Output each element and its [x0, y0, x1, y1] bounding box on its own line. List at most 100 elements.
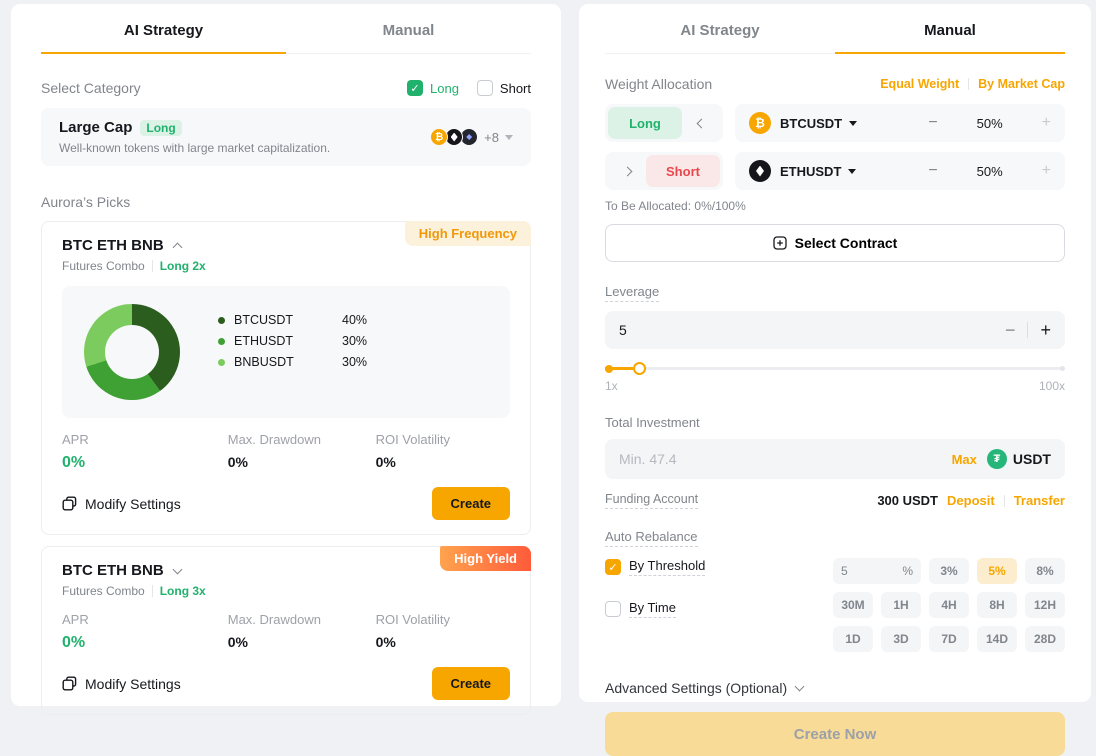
equal-weight-link[interactable]: Equal Weight	[880, 77, 960, 91]
chip-12h[interactable]: 12H	[1025, 592, 1065, 618]
tab-ai-strategy[interactable]: AI Strategy	[680, 22, 760, 39]
total-investment-input-group: Max ₮ USDT	[605, 439, 1065, 479]
leverage-increase-button[interactable]: +	[1040, 319, 1051, 340]
to-be-allocated-text: To Be Allocated: 0%/100%	[605, 199, 746, 213]
manual-panel: AI Strategy Manual Weight Allocation Equ…	[578, 3, 1092, 756]
chip-14d[interactable]: 14D	[977, 626, 1017, 652]
tab-manual[interactable]: Manual	[382, 22, 435, 39]
total-investment-input[interactable]	[619, 451, 942, 467]
tab-manual[interactable]: Manual	[835, 22, 1065, 54]
chip-1d[interactable]: 1D	[833, 626, 873, 652]
chip-4h[interactable]: 4H	[929, 592, 969, 618]
chip-30m[interactable]: 30M	[833, 592, 873, 618]
apr-value: 0%	[62, 634, 86, 651]
auto-rebalance-label: Auto Rebalance	[605, 529, 698, 547]
roi-volatility-label: ROI Volatility	[375, 432, 450, 447]
currency-selector[interactable]: ₮ USDT	[986, 449, 1051, 469]
chip-7d[interactable]: 7D	[929, 626, 969, 652]
chip-28d[interactable]: 28D	[1025, 626, 1065, 652]
chip-8-percent[interactable]: 8%	[1025, 558, 1065, 584]
contract-symbol[interactable]: ETHUSDT	[780, 163, 842, 179]
transfer-link[interactable]: Transfer	[1013, 493, 1065, 508]
threshold-input[interactable]	[841, 564, 881, 578]
weight-increase-button[interactable]: +	[1041, 114, 1051, 131]
roi-volatility-value: 0%	[375, 454, 396, 470]
pick-direction: Long 2x	[159, 259, 206, 273]
max-drawdown-label: Max. Drawdown	[227, 612, 321, 627]
side-toggle-short[interactable]: Short	[605, 152, 723, 190]
chevron-down-icon[interactable]	[505, 134, 513, 140]
contract-symbol[interactable]: BTCUSDT	[780, 115, 843, 131]
category-title: Large Cap	[59, 119, 133, 136]
chevron-down-icon	[794, 681, 805, 692]
usdt-coin-icon: ₮	[986, 449, 1007, 469]
chip-3-percent[interactable]: 3%	[929, 558, 969, 584]
chevron-left-icon[interactable]	[682, 107, 720, 139]
category-card-large-cap[interactable]: Large Cap Long Well-known tokens with la…	[41, 108, 531, 166]
modify-settings-label: Modify Settings	[85, 495, 181, 512]
checkbox-unchecked-icon[interactable]	[476, 80, 493, 96]
advanced-settings-toggle[interactable]: Advanced Settings (Optional)	[605, 680, 1065, 696]
symbol-dropdown-icon[interactable]	[848, 168, 857, 174]
chevron-right-icon[interactable]	[608, 155, 646, 187]
long-filter-label: Long	[430, 80, 459, 96]
by-time-label: By Time	[629, 600, 676, 618]
select-contract-button[interactable]: Select Contract	[605, 224, 1065, 262]
weight-decrease-button[interactable]: −	[928, 114, 938, 131]
apr-label: APR	[62, 432, 89, 447]
create-button[interactable]: Create	[431, 487, 510, 520]
chip-3d[interactable]: 3D	[881, 626, 921, 652]
leverage-label: Leverage	[605, 284, 660, 302]
weight-decrease-button[interactable]: −	[928, 162, 938, 179]
advanced-settings-label: Advanced Settings (Optional)	[605, 680, 788, 696]
total-investment-label: Total Investment	[605, 415, 700, 430]
slider-handle[interactable]	[632, 362, 646, 375]
checkbox-unchecked-icon[interactable]	[605, 601, 621, 617]
ai-strategy-panel: AI Strategy Manual Select Category Long …	[10, 3, 562, 715]
pick-type: Futures Combo	[62, 584, 145, 598]
leverage-input[interactable]	[619, 322, 679, 338]
select-category-label: Select Category	[41, 80, 141, 96]
pick-card-high-yield: High Yield BTC ETH BNB Futures Combo Lon…	[41, 546, 531, 715]
weight-value: 50%	[976, 115, 1003, 131]
deposit-link[interactable]: Deposit	[947, 493, 995, 508]
allocation-donut	[84, 304, 180, 400]
by-threshold-checkbox-row[interactable]: By Threshold	[605, 558, 706, 576]
max-drawdown-value: 0%	[227, 454, 248, 470]
weight-increase-button[interactable]: +	[1041, 162, 1051, 179]
allocation-row: Long ₿ BTCUSDT − 50% +	[605, 104, 1065, 142]
symbol-dropdown-icon[interactable]	[849, 120, 858, 126]
pick-card-high-frequency: High Frequency BTC ETH BNB Futures Combo…	[41, 221, 531, 535]
modify-settings-button[interactable]: Modify Settings	[62, 676, 181, 692]
contract-row-ethusdt: ETHUSDT − 50% +	[735, 152, 1065, 190]
threshold-input-group: %	[833, 558, 921, 584]
picks-section-title: Aurora’s Picks	[41, 194, 131, 210]
collapse-chevron-icon[interactable]	[172, 242, 183, 253]
funding-balance: 300 USDT	[877, 493, 939, 508]
chip-5-percent[interactable]: 5%	[977, 558, 1017, 584]
checkbox-checked-icon[interactable]	[407, 80, 423, 96]
create-button[interactable]: Create	[431, 667, 510, 700]
by-market-cap-link[interactable]: By Market Cap	[978, 77, 1065, 91]
max-button[interactable]: Max	[951, 451, 977, 467]
roi-volatility-label: ROI Volatility	[375, 612, 450, 627]
allocation-legend: BTCUSDT 40% ETHUSDT 30% BNBUSDT 30%	[218, 306, 402, 376]
max-drawdown-value: 0%	[227, 634, 248, 650]
tab-ai-strategy[interactable]: AI Strategy	[41, 22, 286, 54]
by-time-checkbox-row[interactable]: By Time	[605, 600, 705, 618]
short-side-button[interactable]: Short	[646, 155, 720, 187]
expand-chevron-icon[interactable]	[172, 564, 183, 574]
long-filter-checkbox[interactable]: Long	[407, 80, 459, 96]
leverage-decrease-button[interactable]: −	[1004, 319, 1016, 340]
chip-8h[interactable]: 8H	[977, 592, 1017, 618]
leverage-slider[interactable]	[605, 362, 1065, 375]
left-tabs: AI Strategy Manual	[41, 22, 531, 54]
pick-type: Futures Combo	[62, 259, 145, 273]
short-filter-checkbox[interactable]: Short	[476, 80, 531, 96]
chip-1h[interactable]: 1H	[881, 592, 921, 618]
modify-settings-button[interactable]: Modify Settings	[62, 496, 181, 512]
category-long-badge: Long	[140, 119, 182, 136]
checkbox-checked-icon[interactable]	[605, 559, 621, 575]
long-side-button[interactable]: Long	[608, 107, 682, 139]
side-toggle-long[interactable]: Long	[605, 104, 723, 142]
